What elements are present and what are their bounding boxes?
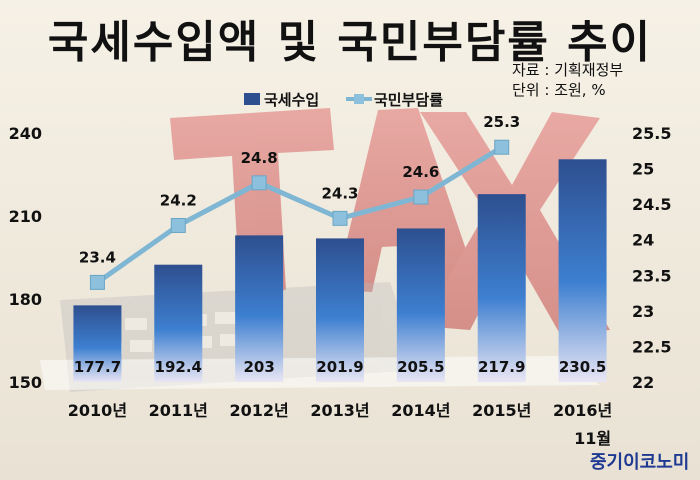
y-right-tick-label: 23 [632, 302, 654, 321]
x-tick-label: 2014년 [391, 401, 450, 420]
bar-국세수입 [154, 264, 203, 382]
chart-title: 국세수입액 및 국민부담률 추이 [47, 17, 653, 68]
y-left-tick-label: 240 [9, 124, 42, 143]
bar-value-label: 177.7 [74, 358, 121, 376]
line-marker [494, 139, 510, 155]
bar-value-label: 230.5 [559, 358, 606, 376]
line-value-label: 23.4 [79, 248, 116, 266]
line-value-label: 24.2 [160, 191, 197, 209]
legend-swatch-marker [354, 94, 364, 104]
legend-label-bar: 국세수입 [264, 91, 319, 109]
y-left-tick-label: 210 [9, 207, 42, 226]
line-value-label: 25.3 [483, 113, 520, 131]
x-tick-sublabel: 11월 [574, 429, 611, 448]
brand-logo: 중기이코노미 [590, 452, 690, 473]
bar-국세수입 [235, 235, 284, 382]
bar-국세수입 [477, 194, 526, 382]
y-right-tick-label: 24.5 [632, 195, 671, 214]
bar-value-label: 203 [243, 358, 274, 376]
bar-value-label: 217.9 [478, 358, 525, 376]
unit-line: 단위 : 조원, % [512, 81, 606, 99]
x-tick-label: 2010년 [68, 401, 127, 420]
bar-국세수입 [316, 238, 364, 382]
source-note: 자료 : 기획재정부 단위 : 조원, % [512, 60, 623, 100]
legend-swatch-bar [244, 93, 260, 105]
x-tick-label: 2013년 [310, 401, 369, 420]
bar-value-label: 192.4 [155, 358, 202, 376]
bar-value-label: 205.5 [397, 358, 444, 376]
line-marker [332, 210, 348, 226]
bar-국세수입 [73, 305, 122, 382]
line-marker [413, 189, 429, 205]
x-tick-label: 2016년 [553, 401, 612, 420]
legend-label-line: 국민부담률 [374, 91, 443, 109]
bar-value-label: 201.9 [316, 358, 363, 376]
line-marker [89, 274, 105, 290]
y-right-tick-label: 25 [632, 160, 654, 179]
x-tick-label: 2012년 [230, 401, 289, 420]
y-right-tick-label: 22.5 [632, 337, 671, 356]
y-right-tick-label: 25.5 [632, 124, 671, 143]
line-marker [170, 217, 186, 233]
bar-국세수입 [558, 159, 607, 382]
y-left-tick-label: 150 [9, 373, 42, 392]
x-tick-label: 2015년 [472, 401, 531, 420]
source-line: 자료 : 기획재정부 [512, 61, 624, 79]
line-국민부담률 [95, 145, 504, 285]
line-value-label: 24.3 [321, 184, 358, 202]
line-value-label: 24.6 [402, 163, 439, 181]
y-left-tick-label: 180 [9, 290, 42, 309]
line-marker [251, 175, 267, 191]
line-value-label: 24.8 [241, 149, 278, 167]
x-tick-label: 2011년 [149, 401, 208, 420]
y-right-tick-label: 22 [632, 373, 654, 392]
y-right-tick-label: 24 [632, 231, 654, 250]
y-right-tick-label: 23.5 [632, 266, 671, 285]
bar-국세수입 [396, 228, 445, 382]
